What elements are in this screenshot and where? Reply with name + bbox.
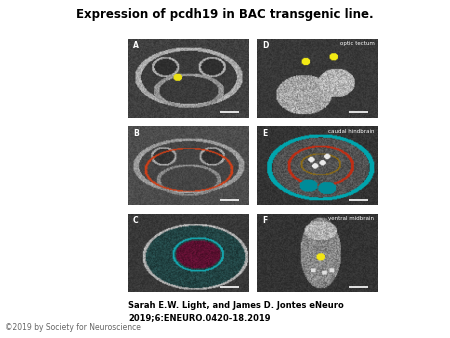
Text: ventral midbrain: ventral midbrain	[328, 216, 374, 221]
Text: 2019;6:ENEURO.0420-18.2019: 2019;6:ENEURO.0420-18.2019	[128, 313, 271, 322]
Text: Expression of pcdh19 in BAC transgenic line.: Expression of pcdh19 in BAC transgenic l…	[76, 8, 374, 21]
Text: ©2019 by Society for Neuroscience: ©2019 by Society for Neuroscience	[5, 323, 141, 332]
Text: D: D	[262, 41, 268, 50]
Text: caudal hindbrain: caudal hindbrain	[328, 128, 374, 134]
Text: Sarah E.W. Light, and James D. Jontes eNeuro: Sarah E.W. Light, and James D. Jontes eN…	[128, 301, 344, 311]
Text: F: F	[262, 216, 267, 225]
Text: B: B	[133, 128, 139, 138]
Text: C: C	[133, 216, 139, 225]
Text: optic tectum: optic tectum	[339, 41, 374, 46]
Text: E: E	[262, 128, 267, 138]
Text: A: A	[133, 41, 139, 50]
